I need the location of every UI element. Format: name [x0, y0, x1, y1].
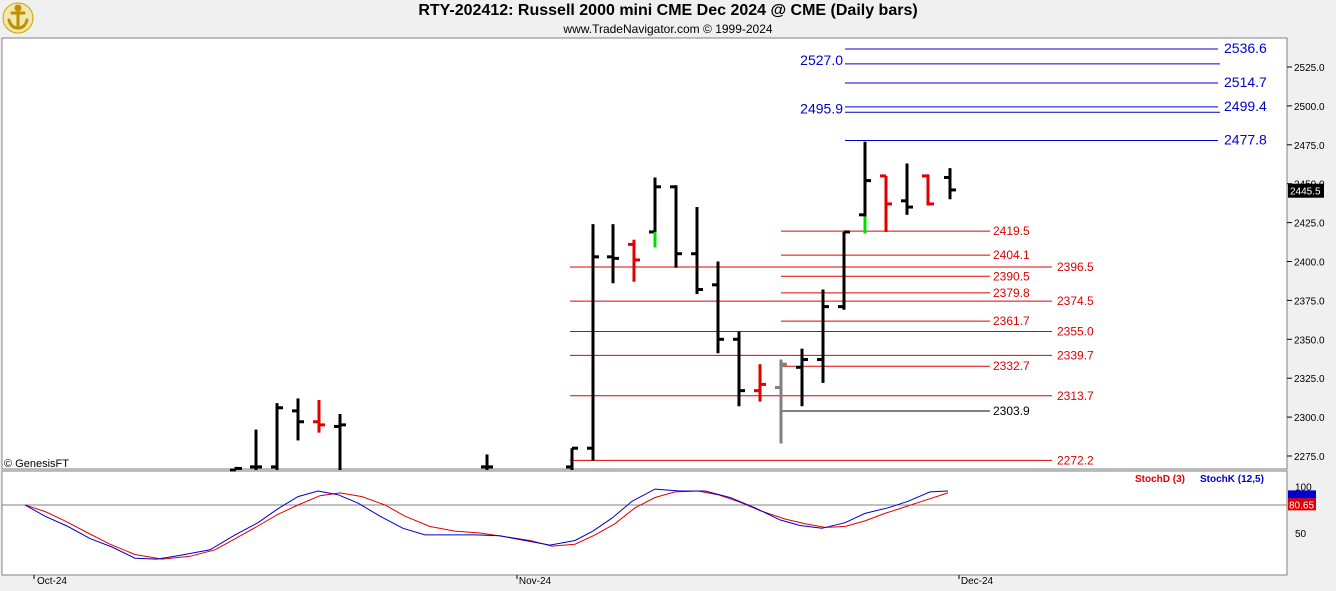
level-label: 2477.8: [1224, 131, 1267, 147]
level-label: 2527.0: [800, 52, 843, 68]
y-tick-label: 2400.0: [1294, 258, 1325, 269]
axes: 2525.02500.02475.02450.02425.02400.02375…: [33, 63, 1325, 587]
y-tick-label: 2275.0: [1294, 452, 1325, 463]
level-label: 2361.7: [993, 314, 1030, 328]
level-label: 2536.6: [1224, 40, 1267, 56]
level-label: 2390.5: [993, 269, 1030, 283]
level-label: 2404.1: [993, 248, 1030, 262]
x-tick-label: Dec-24: [961, 576, 994, 587]
level-label: 2332.7: [993, 359, 1030, 373]
y-tick-label: 2350.0: [1294, 335, 1325, 346]
level-label: 2379.8: [993, 286, 1030, 300]
legend-stoch-d: StochD (3): [1135, 474, 1185, 485]
osc-tick-label: 100: [1295, 482, 1312, 493]
x-tick-label: Nov-24: [519, 576, 552, 587]
watermark: © GenesisFT: [4, 458, 69, 470]
y-tick-label: 2325.0: [1294, 374, 1325, 385]
legend-stoch-k: StochK (12,5): [1200, 474, 1264, 485]
anchor-logo-icon: [2, 2, 34, 34]
price-plot-area: [1, 37, 1288, 470]
level-label: 2419.5: [993, 224, 1030, 238]
level-label: 2355.0: [1057, 325, 1094, 339]
ohlc-bars: [230, 141, 956, 472]
price-levels: 2536.6 2527.0 2514.7 2499.4 2495.9 2477.8 2419…: [570, 40, 1267, 467]
osc-last-value: 80.65: [1289, 500, 1314, 511]
stochastic-panel: StochD (3) StochK (12,5): [2, 474, 1287, 560]
oscillator-plot-area: [1, 470, 1288, 576]
osc-last-value-box-k: [1288, 490, 1316, 499]
level-label: 2495.9: [800, 100, 843, 116]
x-tick-label: Oct-24: [37, 576, 67, 587]
level-label: 2272.2: [1057, 453, 1094, 467]
level-label: 2374.5: [1057, 294, 1094, 308]
chart-frames: [1, 37, 1288, 576]
level-label: 2313.7: [1057, 389, 1094, 403]
chart-subtitle: www.TradeNavigator.com © 1999-2024: [563, 22, 773, 36]
level-label: 2396.5: [1057, 260, 1094, 274]
level-label: 2499.4: [1224, 98, 1267, 114]
last-price-label: 2445.5: [1290, 187, 1321, 198]
osc-line-blue: [24, 488, 949, 560]
y-tick-label: 2500.0: [1294, 102, 1325, 113]
y-tick-label: 2375.0: [1294, 296, 1325, 307]
chart-header: RTY-202412: Russell 2000 mini CME Dec 20…: [0, 0, 1336, 40]
level-label: 2514.7: [1224, 74, 1267, 90]
y-tick-label: 2425.0: [1294, 219, 1325, 230]
level-label: 2303.9: [993, 404, 1030, 418]
y-tick-label: 2475.0: [1294, 141, 1325, 152]
osc-tick-label: 50: [1295, 529, 1307, 540]
last-price-box: [1288, 183, 1324, 198]
osc-last-value-box-d: [1288, 498, 1316, 511]
level-label: 2339.7: [1057, 348, 1094, 362]
y-tick-label: 2525.0: [1294, 63, 1325, 74]
y-tick-label: 2300.0: [1294, 413, 1325, 424]
chart-title: RTY-202412: Russell 2000 mini CME Dec 20…: [418, 2, 918, 19]
